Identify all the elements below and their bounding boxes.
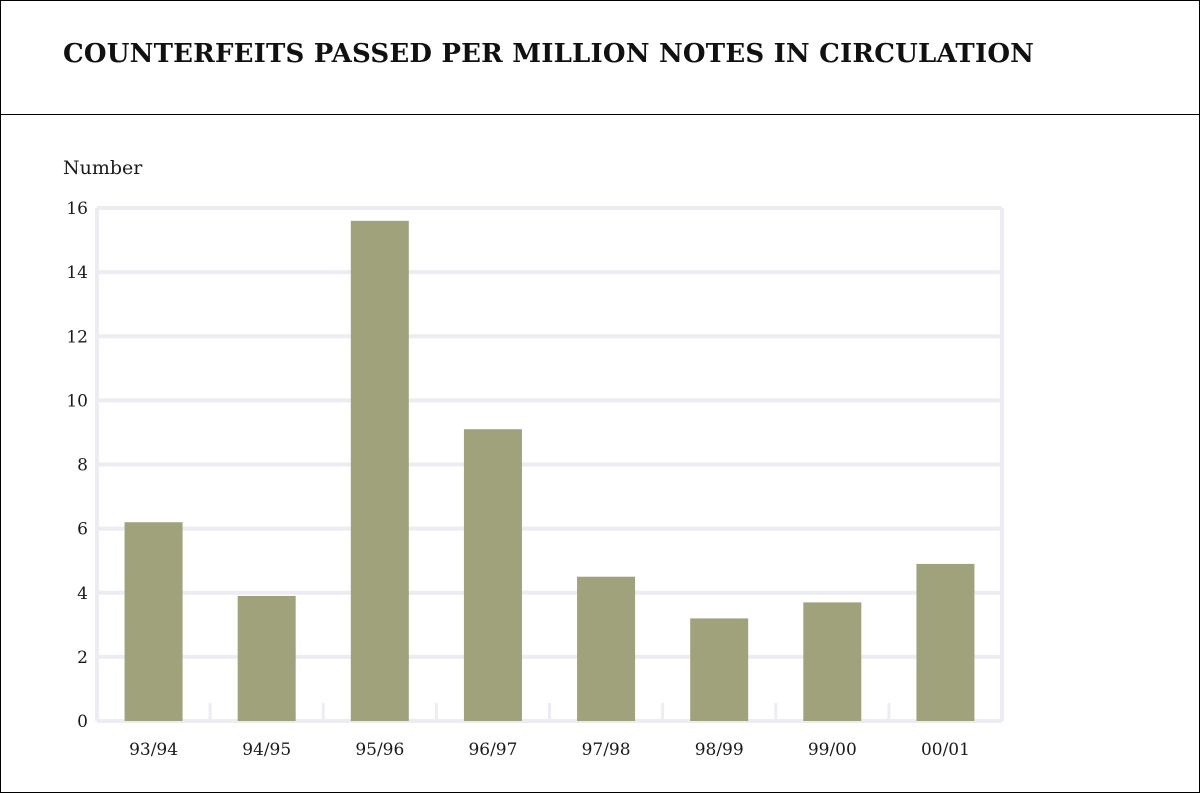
bar-95-96 <box>350 220 409 721</box>
y-tick-label: 16 <box>66 199 88 219</box>
y-tick-label: 2 <box>77 648 88 668</box>
grid-lines <box>95 206 1004 723</box>
y-tick-label: 12 <box>66 327 88 347</box>
title-bar: COUNTERFEITS PASSED PER MILLION NOTES IN… <box>1 1 1199 115</box>
y-tick-label: 10 <box>66 391 88 411</box>
x-tick-label: 93/94 <box>129 740 178 760</box>
x-tick-label: 97/98 <box>582 740 631 760</box>
y-tick-label: 6 <box>77 520 88 540</box>
bar-97-98 <box>577 576 636 721</box>
y-axis-label: Number <box>63 157 143 179</box>
bar-94-95 <box>237 595 296 721</box>
tick-labels: 0 2 4 6 8 10 12 14 16 93/94 94/95 95/96 96/97 97/98 98… <box>66 199 970 760</box>
bar-99-00 <box>803 602 862 721</box>
y-tick-label: 14 <box>66 263 88 283</box>
bar-96-97 <box>463 429 522 721</box>
bar-93-94 <box>124 522 183 721</box>
bar-98-99 <box>690 618 749 721</box>
x-tick-label: 95/96 <box>355 740 404 760</box>
x-tick-label: 94/95 <box>242 740 291 760</box>
x-tick-label: 98/99 <box>695 740 744 760</box>
bars <box>124 220 975 721</box>
bar-00-01 <box>916 563 975 721</box>
x-tick-label: 00/01 <box>921 740 970 760</box>
bar-chart: Number 0 2 4 6 8 10 12 14 16 93/94 94/95 95/96 96/97… <box>63 157 1004 760</box>
chart-area: Number 0 2 4 6 8 10 12 14 16 93/94 94/95 95/96 96/97… <box>1 116 1199 792</box>
y-tick-label: 4 <box>77 584 88 604</box>
y-tick-label: 8 <box>77 456 88 476</box>
chart-title: COUNTERFEITS PASSED PER MILLION NOTES IN… <box>63 39 1035 69</box>
y-tick-label: 0 <box>77 712 88 732</box>
x-tick-label: 99/00 <box>808 740 857 760</box>
x-tick-label: 96/97 <box>468 740 517 760</box>
